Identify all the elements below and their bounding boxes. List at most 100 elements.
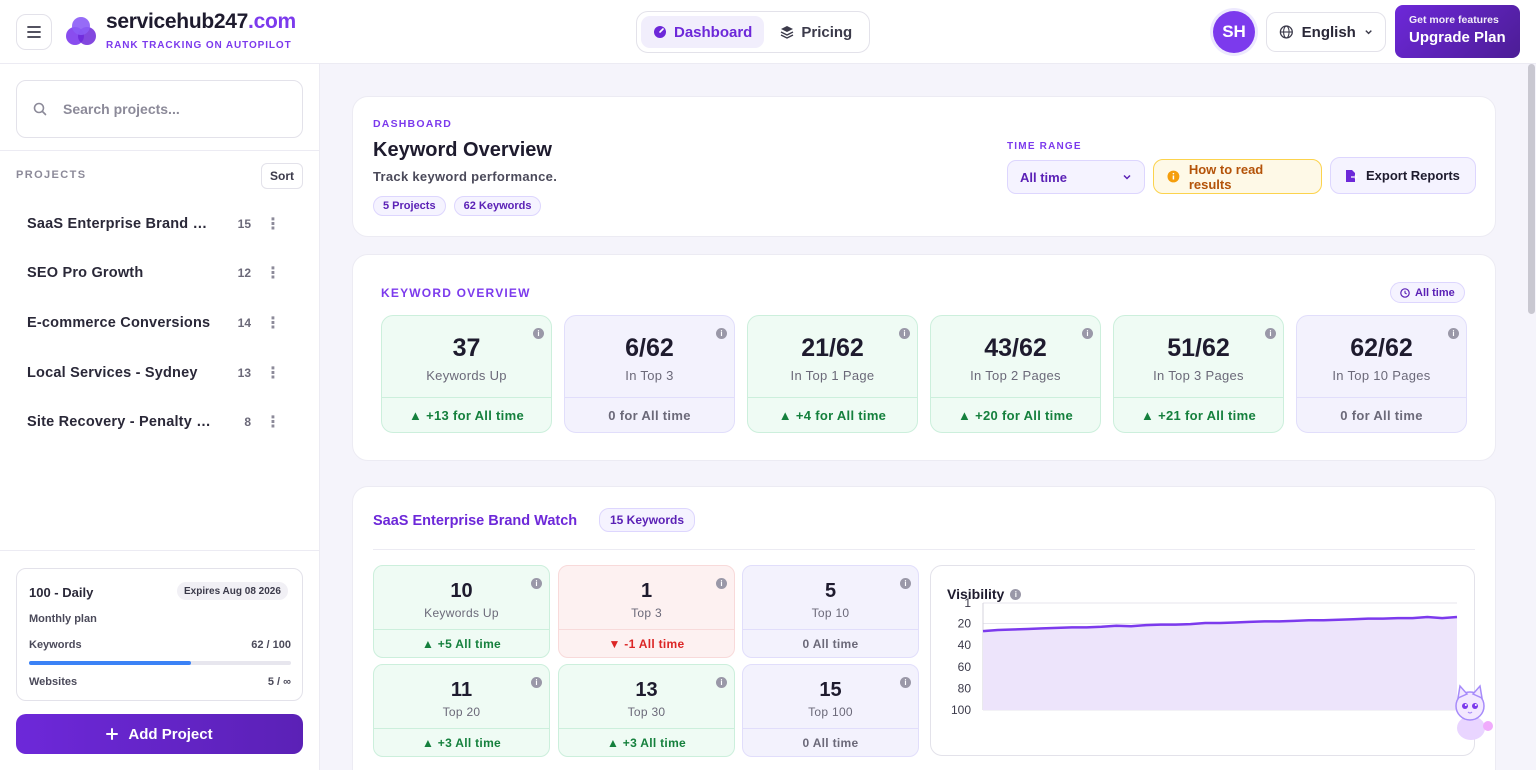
language-selector[interactable]: English xyxy=(1266,12,1386,52)
menu-button[interactable] xyxy=(16,14,52,50)
plan-keywords-row: Keywords 62 / 100 xyxy=(29,639,291,651)
project-name: Local Services - Sydney xyxy=(27,365,198,381)
info-icon[interactable]: i xyxy=(531,578,542,589)
project-name: E-commerce Conversions xyxy=(27,315,211,331)
stat-value: 6/62 xyxy=(625,334,674,362)
y-tick-label: 40 xyxy=(958,638,972,652)
user-avatar[interactable]: SH xyxy=(1213,11,1255,53)
stat-top-10-pages[interactable]: i 62/62 In Top 10 Pages 0 for All time xyxy=(1296,315,1467,433)
scrollbar-thumb[interactable] xyxy=(1528,64,1535,314)
kebab-menu-icon[interactable]: ⋮ xyxy=(265,315,281,332)
mini-stat-top-20[interactable]: i 11 Top 20 ▲ +3 All time xyxy=(373,664,550,757)
info-icon[interactable]: i xyxy=(531,677,542,688)
info-icon[interactable]: i xyxy=(533,328,544,339)
nav-tab-pricing[interactable]: Pricing xyxy=(768,16,864,48)
stat-value: 15 xyxy=(819,679,842,701)
kebab-menu-icon[interactable]: ⋮ xyxy=(265,265,281,282)
mini-stat-keywords-up[interactable]: i 10 Keywords Up ▲ +5 All time xyxy=(373,565,550,658)
main-nav: Dashboard Pricing xyxy=(636,11,870,53)
cat-mascot-icon[interactable] xyxy=(1446,684,1496,742)
info-icon[interactable]: i xyxy=(1010,588,1022,600)
nav-tab-dashboard[interactable]: Dashboard xyxy=(641,16,765,48)
sort-button[interactable]: Sort xyxy=(261,163,303,189)
stat-value: 13 xyxy=(635,679,658,701)
keywords-usage-bar xyxy=(29,661,291,665)
nav-tab-label: Pricing xyxy=(801,23,853,41)
mini-stat-top-10[interactable]: i 5 Top 10 0 All time xyxy=(742,565,919,658)
overview-header-card: DASHBOARD Keyword Overview Track keyword… xyxy=(352,96,1496,237)
stat-change: ▲ +5 All time xyxy=(374,629,549,657)
mini-stat-top-3[interactable]: i 1 Top 3 ▼ -1 All time xyxy=(558,565,735,658)
info-icon[interactable]: i xyxy=(1448,328,1459,339)
upgrade-plan-button[interactable]: Get more features Upgrade Plan xyxy=(1395,5,1520,58)
stat-value: 10 xyxy=(450,580,473,602)
plan-title: 100 - Daily xyxy=(29,585,94,600)
dashboard-icon xyxy=(654,26,666,38)
mini-stat-top-30[interactable]: i 13 Top 30 ▲ +3 All time xyxy=(558,664,735,757)
stat-label: Top 30 xyxy=(627,705,666,719)
brand-tagline: RANK TRACKING ON AUTOPILOT xyxy=(106,40,292,51)
divider xyxy=(0,550,319,551)
stat-top-2-pages[interactable]: i 43/62 In Top 2 Pages ▲ +20 for All tim… xyxy=(930,315,1101,433)
kebab-menu-icon[interactable]: ⋮ xyxy=(265,216,281,233)
stat-change: ▲ +13 for All time xyxy=(382,397,551,432)
info-icon[interactable]: i xyxy=(1265,328,1276,339)
projects-label: PROJECTS xyxy=(16,169,87,181)
project-keyword-count: 12 xyxy=(237,266,251,280)
stat-change: 0 for All time xyxy=(1297,397,1466,432)
how-to-read-button[interactable]: How to read results xyxy=(1153,159,1322,194)
kebab-menu-icon[interactable]: ⋮ xyxy=(265,365,281,382)
brand-name[interactable]: servicehub247.com xyxy=(106,10,296,33)
project-item[interactable]: SEO Pro Growth 12 ⋮ xyxy=(27,261,297,285)
info-icon[interactable]: i xyxy=(716,328,727,339)
info-icon[interactable]: i xyxy=(900,578,911,589)
chevron-down-icon xyxy=(1123,174,1131,180)
stat-keywords-up[interactable]: i 37 Keywords Up ▲ +13 for All time xyxy=(381,315,552,433)
project-item[interactable]: E-commerce Conversions 14 ⋮ xyxy=(27,311,297,335)
language-label: English xyxy=(1301,23,1356,41)
hamburger-icon xyxy=(27,26,41,38)
plan-subtitle: Monthly plan xyxy=(29,613,97,625)
info-icon[interactable]: i xyxy=(716,578,727,589)
plan-expiry-badge: Expires Aug 08 2026 xyxy=(177,582,288,600)
project-item[interactable]: Local Services - Sydney 13 ⋮ xyxy=(27,361,297,385)
file-export-icon xyxy=(1346,169,1358,182)
upgrade-subtext: Get more features xyxy=(1409,14,1499,26)
plan-keywords-label: Keywords xyxy=(29,639,82,651)
stat-label: Keywords Up xyxy=(424,606,499,620)
divider xyxy=(0,150,319,151)
info-icon[interactable]: i xyxy=(716,677,727,688)
project-item[interactable]: Site Recovery - Penalty Fix 8 ⋮ xyxy=(27,410,297,434)
mini-stat-top-100[interactable]: i 15 Top 100 0 All time xyxy=(742,664,919,757)
export-reports-button[interactable]: Export Reports xyxy=(1330,157,1476,194)
search-placeholder: Search projects... xyxy=(63,101,180,117)
keyword-overview-title: KEYWORD OVERVIEW xyxy=(381,286,531,300)
visibility-chart: 1 20 40 60 80 100 xyxy=(951,596,1458,717)
how-to-read-label: How to read results xyxy=(1188,161,1264,192)
info-icon[interactable]: i xyxy=(1082,328,1093,339)
projects-count-chip: 5 Projects xyxy=(373,196,446,216)
project-name: SaaS Enterprise Brand Watch xyxy=(27,216,211,232)
page-scrollbar[interactable] xyxy=(1527,64,1536,770)
stat-value: 51/62 xyxy=(1167,334,1230,362)
add-project-button[interactable]: Add Project xyxy=(16,714,303,754)
kebab-menu-icon[interactable]: ⋮ xyxy=(265,414,281,431)
stat-top-3-pages[interactable]: i 51/62 In Top 3 Pages ▲ +21 for All tim… xyxy=(1113,315,1284,433)
stat-label: Top 20 xyxy=(442,705,481,719)
stat-top-1-page[interactable]: i 21/62 In Top 1 Page ▲ +4 for All time xyxy=(747,315,918,433)
project-item[interactable]: SaaS Enterprise Brand Watch 15 ⋮ xyxy=(27,212,297,236)
info-icon[interactable]: i xyxy=(900,677,911,688)
stat-top-3[interactable]: i 6/62 In Top 3 0 for All time xyxy=(564,315,735,433)
project-search-box[interactable]: Search projects... xyxy=(16,80,303,138)
stat-change: ▲ +21 for All time xyxy=(1114,397,1283,432)
project-keywords-chip: 15 Keywords xyxy=(599,508,696,532)
sidebar: Search projects... PROJECTS Sort SaaS En… xyxy=(0,64,320,770)
visibility-line xyxy=(982,615,1458,633)
project-card-title[interactable]: SaaS Enterprise Brand Watch xyxy=(373,513,578,529)
top-bar: servicehub247.com RANK TRACKING ON AUTOP… xyxy=(0,0,1536,64)
dashboard-eyebrow: DASHBOARD xyxy=(373,118,453,130)
keyword-overview-card: KEYWORD OVERVIEW All time i 37 Keywords … xyxy=(352,254,1496,461)
keywords-usage-fill xyxy=(29,661,192,665)
info-icon[interactable]: i xyxy=(899,328,910,339)
time-range-select[interactable]: All time xyxy=(1007,160,1145,194)
